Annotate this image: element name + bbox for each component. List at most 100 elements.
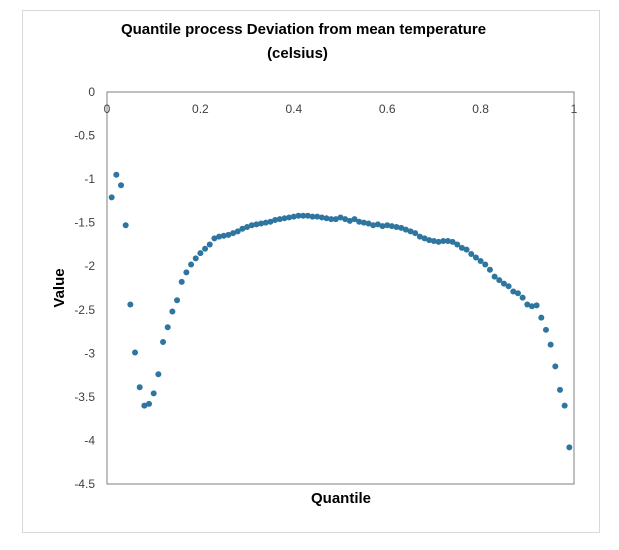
data-point (505, 283, 512, 290)
data-point (547, 341, 554, 348)
data-point (169, 308, 176, 315)
data-point (556, 386, 563, 393)
data-points (108, 171, 573, 451)
data-point (192, 255, 199, 262)
data-point (444, 237, 451, 244)
y-tick-labels: 0 -0.5 -1 -1.5 -2 -2.5 -3 -3.5 -4 -4.5 (74, 85, 95, 491)
data-point (230, 230, 237, 237)
data-point (314, 213, 321, 220)
data-point (234, 228, 241, 235)
x-tick-label: 1 (571, 102, 578, 116)
data-point (127, 301, 134, 308)
data-point (491, 273, 498, 280)
data-point (295, 212, 302, 219)
y-tick-label: -4.5 (74, 477, 95, 491)
data-point (164, 324, 171, 331)
data-point (524, 301, 531, 308)
data-point (468, 251, 475, 258)
data-point (477, 257, 484, 264)
y-tick-label: -1.5 (74, 216, 95, 230)
data-point (132, 349, 139, 356)
data-point (188, 261, 195, 268)
data-point (337, 214, 344, 221)
y-tick-label: -2.5 (74, 303, 95, 317)
data-point (510, 288, 517, 295)
data-point (412, 230, 419, 237)
data-point (272, 217, 279, 224)
data-point (533, 302, 540, 309)
data-point (332, 216, 339, 223)
x-tick-label: 0.2 (192, 102, 209, 116)
data-point (538, 314, 545, 321)
data-point (388, 223, 395, 230)
data-point (206, 241, 213, 248)
plot-area (106, 91, 575, 485)
data-point (416, 233, 423, 240)
data-point (183, 269, 190, 276)
chart-frame (22, 10, 600, 533)
data-point (146, 400, 153, 407)
data-point (197, 250, 204, 257)
data-point (202, 245, 209, 252)
y-axis-title: Value (51, 268, 68, 307)
data-point (216, 233, 223, 240)
data-point (365, 220, 372, 227)
x-tick-labels: 0 0.2 0.4 0.6 0.8 1 (104, 102, 578, 116)
data-point (514, 290, 521, 297)
data-point (155, 371, 162, 378)
data-point (239, 225, 246, 232)
data-point (370, 222, 377, 229)
data-point (286, 214, 293, 221)
data-point (108, 194, 115, 201)
chart-title: Quantile process Deviation from mean tem… (0, 18, 619, 66)
y-tick-label: -3.5 (74, 390, 95, 404)
x-tick-label: 0.6 (379, 102, 396, 116)
data-point (500, 280, 507, 287)
data-point (458, 244, 465, 251)
y-tick-label: -3 (84, 346, 95, 360)
data-point (430, 237, 437, 244)
data-point (276, 216, 283, 223)
data-point (421, 235, 428, 242)
data-point (449, 238, 456, 245)
data-point (398, 224, 405, 231)
data-point (542, 326, 549, 333)
data-point (323, 215, 330, 222)
data-point (118, 182, 125, 189)
data-point (379, 223, 386, 230)
data-point (300, 212, 307, 219)
data-point (174, 297, 181, 304)
data-point (528, 303, 535, 310)
data-point (211, 235, 218, 242)
data-point (552, 363, 559, 370)
chart-title-line1: Quantile process Deviation from mean tem… (120, 21, 487, 38)
x-axis-title: Quantile (311, 490, 371, 507)
data-point (454, 241, 461, 248)
y-tick-label: -4 (84, 433, 95, 447)
chart-title-line2: (celsius) (267, 45, 328, 62)
data-point (342, 216, 349, 223)
data-point (393, 224, 400, 231)
data-point (178, 278, 185, 285)
data-point (346, 217, 353, 224)
data-point (463, 246, 470, 253)
data-point (486, 266, 493, 273)
data-point (141, 402, 148, 409)
data-point (253, 221, 260, 228)
data-point (258, 220, 265, 227)
data-point (435, 238, 442, 245)
data-point (360, 219, 367, 226)
data-point (402, 226, 409, 233)
data-point (248, 222, 255, 229)
data-point (496, 277, 503, 284)
x-tick-label: 0.4 (285, 102, 302, 116)
y-tick-label: -0.5 (74, 129, 95, 143)
data-point (328, 216, 335, 223)
data-point (482, 261, 489, 268)
data-point (244, 224, 251, 231)
data-point (267, 218, 274, 225)
data-point (356, 218, 363, 225)
data-point (150, 390, 157, 397)
data-point (113, 171, 120, 178)
